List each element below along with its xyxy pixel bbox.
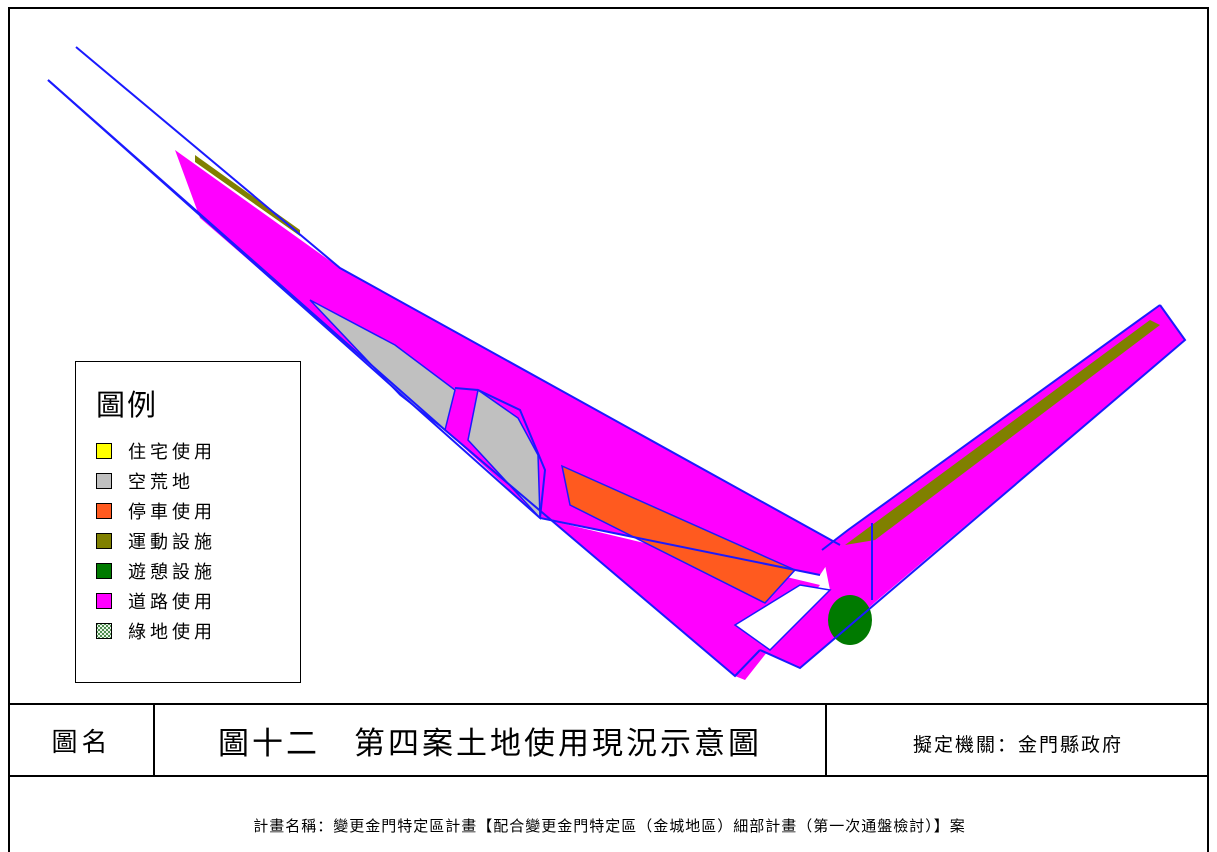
legend-title: 圖例 [96, 388, 159, 422]
sports-facility-strip [195, 155, 300, 236]
legend-item: 空荒地 [96, 466, 216, 496]
recreation-facility [828, 595, 872, 645]
drafting-agency: 擬定機關：金門縣政府 [912, 734, 1123, 756]
legend-item: 運動設施 [96, 526, 216, 556]
plan-boundaries [47, 46, 1187, 678]
legend-label: 空荒地 [128, 472, 194, 493]
title-block-divider [153, 703, 155, 776]
vacant-land-2 [467, 388, 541, 520]
legend-label: 停車使用 [128, 502, 216, 523]
legend: 圖例 住宅使用 空荒地 停車使用 運動設施 遊憩設施 道路使用 綠地使用 [75, 361, 301, 683]
title-block-top-border [8, 703, 1209, 705]
plan-name: 計畫名稱：變更金門特定區計畫【配合變更金門特定區（金城地區）細部計畫（第一次通盤… [253, 817, 966, 835]
map-title: 圖十二 第四案土地使用現況示意圖 [218, 726, 762, 762]
title-block-bottom-border [8, 775, 1209, 777]
dotted-green-swatch-icon [96, 623, 112, 639]
grey-swatch-icon [96, 473, 112, 489]
legend-item: 道路使用 [96, 586, 216, 616]
legend-label: 道路使用 [128, 592, 216, 613]
legend-label: 綠地使用 [128, 622, 216, 643]
land-use-map [47, 46, 1187, 680]
sports-facility [845, 320, 1160, 545]
magenta-swatch-icon [96, 593, 112, 609]
olive-swatch-icon [96, 533, 112, 549]
title-block-divider [825, 703, 827, 776]
legend-list: 住宅使用 空荒地 停車使用 運動設施 遊憩設施 道路使用 綠地使用 [96, 436, 216, 646]
road-area-right [760, 305, 1185, 668]
yellow-swatch-icon [96, 443, 112, 459]
legend-item: 住宅使用 [96, 436, 216, 466]
orange-swatch-icon [96, 503, 112, 519]
road-area-upper [175, 150, 840, 575]
legend-label: 遊憩設施 [128, 562, 216, 583]
map-name-label: 圖名 [51, 728, 112, 758]
legend-label: 住宅使用 [128, 442, 216, 463]
legend-item: 停車使用 [96, 496, 216, 526]
legend-item: 遊憩設施 [96, 556, 216, 586]
road-area-lower [445, 388, 820, 680]
white-gap [733, 584, 832, 651]
legend-item: 綠地使用 [96, 616, 216, 646]
map-frame [8, 7, 1209, 852]
legend-label: 運動設施 [128, 532, 216, 553]
green-swatch-icon [96, 563, 112, 579]
parking-area [560, 464, 797, 604]
